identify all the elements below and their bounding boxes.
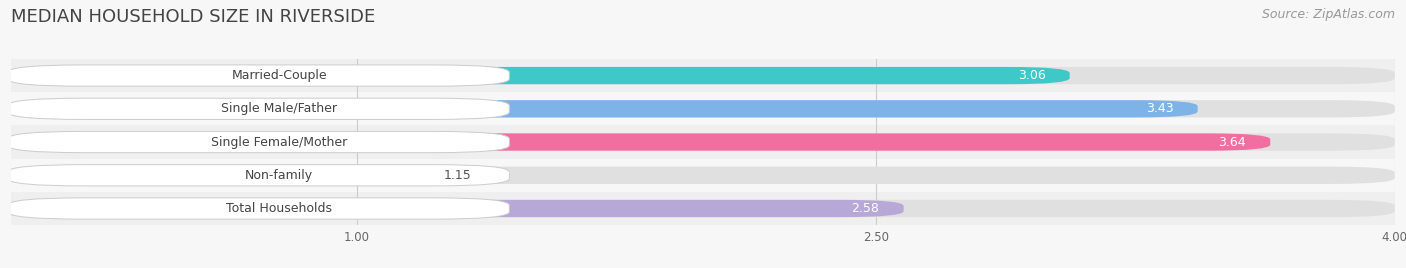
- FancyBboxPatch shape: [8, 98, 509, 120]
- Text: 3.06: 3.06: [1018, 69, 1046, 82]
- FancyBboxPatch shape: [8, 131, 509, 153]
- FancyBboxPatch shape: [8, 198, 509, 219]
- Text: Married-Couple: Married-Couple: [232, 69, 328, 82]
- FancyBboxPatch shape: [11, 125, 1395, 159]
- Text: 1.15: 1.15: [444, 169, 471, 182]
- Text: MEDIAN HOUSEHOLD SIZE IN RIVERSIDE: MEDIAN HOUSEHOLD SIZE IN RIVERSIDE: [11, 8, 375, 26]
- Text: Non-family: Non-family: [245, 169, 314, 182]
- FancyBboxPatch shape: [11, 67, 1395, 84]
- FancyBboxPatch shape: [11, 200, 904, 217]
- Text: Total Households: Total Households: [226, 202, 332, 215]
- FancyBboxPatch shape: [11, 167, 1395, 184]
- Text: Single Male/Father: Single Male/Father: [221, 102, 337, 115]
- FancyBboxPatch shape: [11, 133, 1270, 151]
- Text: 2.58: 2.58: [852, 202, 879, 215]
- Text: 3.43: 3.43: [1146, 102, 1174, 115]
- FancyBboxPatch shape: [11, 133, 1395, 151]
- FancyBboxPatch shape: [11, 100, 1198, 117]
- FancyBboxPatch shape: [11, 192, 1395, 225]
- FancyBboxPatch shape: [11, 159, 1395, 192]
- FancyBboxPatch shape: [11, 92, 1395, 125]
- FancyBboxPatch shape: [11, 59, 1395, 92]
- Text: 3.64: 3.64: [1219, 136, 1246, 148]
- FancyBboxPatch shape: [11, 100, 1395, 117]
- FancyBboxPatch shape: [8, 65, 509, 86]
- Text: Single Female/Mother: Single Female/Mother: [211, 136, 347, 148]
- FancyBboxPatch shape: [11, 200, 1395, 217]
- FancyBboxPatch shape: [11, 167, 409, 184]
- FancyBboxPatch shape: [11, 67, 1070, 84]
- FancyBboxPatch shape: [8, 165, 509, 186]
- Text: Source: ZipAtlas.com: Source: ZipAtlas.com: [1261, 8, 1395, 21]
